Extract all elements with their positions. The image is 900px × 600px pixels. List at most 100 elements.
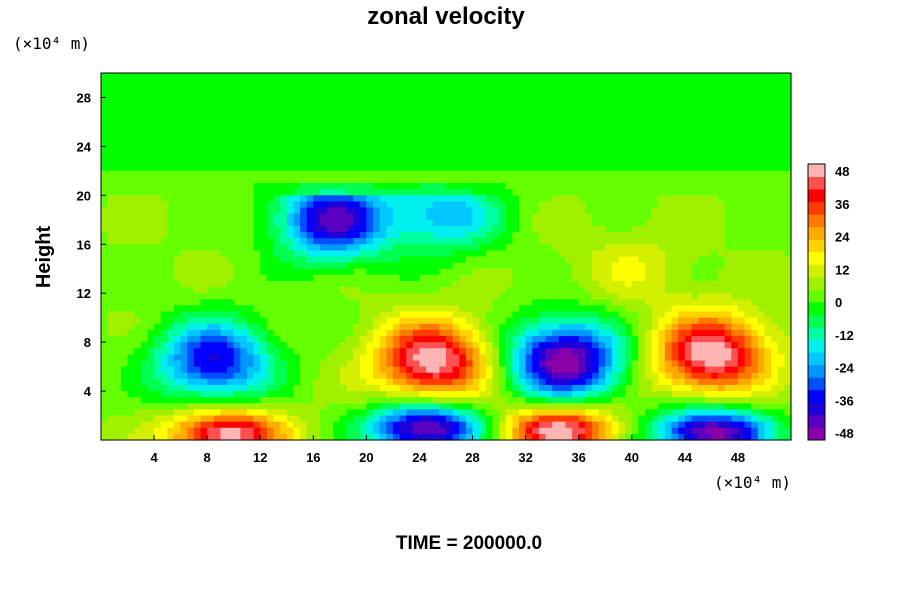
contour-cell <box>664 287 673 294</box>
contour-cell <box>472 342 480 349</box>
contour-cell <box>704 311 712 319</box>
contour-cell <box>246 183 255 190</box>
contour-cell <box>127 299 135 307</box>
contour-cell <box>266 121 275 129</box>
contour-cell <box>446 305 454 313</box>
contour-cell <box>678 176 686 184</box>
contour-cell <box>160 109 168 117</box>
contour-cell <box>313 121 321 129</box>
contour-cell <box>386 293 394 300</box>
contour-cell <box>518 152 527 160</box>
contour-cell <box>286 152 294 160</box>
contour-cell <box>545 97 553 105</box>
contour-cell <box>240 85 248 92</box>
contour-cell <box>233 207 241 215</box>
contour-cell <box>565 91 573 99</box>
contour-cell <box>220 207 228 215</box>
contour-cell <box>512 293 520 300</box>
contour-cell <box>618 342 626 349</box>
contour-cell <box>140 219 149 227</box>
contour-cell <box>293 213 301 221</box>
contour-cell <box>704 299 712 307</box>
contour-cell <box>552 336 560 343</box>
contour-cell <box>492 158 500 166</box>
contour-cell <box>293 146 301 154</box>
contour-cell <box>664 146 673 154</box>
contour-cell <box>273 183 281 190</box>
contour-cell <box>220 244 228 251</box>
contour-cell <box>233 305 241 313</box>
contour-cell <box>518 91 527 99</box>
contour-cell <box>392 170 401 178</box>
contour-cell <box>154 262 162 270</box>
contour-cell <box>598 244 606 251</box>
contour-cell <box>419 293 427 300</box>
contour-cell <box>366 329 374 337</box>
contour-cell <box>266 280 275 288</box>
contour-cell <box>532 274 540 282</box>
contour-cell <box>134 109 142 117</box>
contour-cell <box>645 250 653 258</box>
contour-cell <box>406 176 414 184</box>
contour-cell <box>233 201 241 209</box>
contour-cell <box>691 225 699 233</box>
contour-cell <box>439 91 447 99</box>
contour-cell <box>200 299 208 307</box>
contour-cell <box>339 274 348 282</box>
contour-cell <box>386 146 394 154</box>
contour-cell <box>187 176 195 184</box>
contour-cell <box>286 342 294 349</box>
contour-cell <box>532 73 540 80</box>
contour-cell <box>605 207 613 215</box>
contour-cell <box>114 244 122 251</box>
contour-cell <box>585 91 593 99</box>
contour-cell <box>406 140 414 147</box>
contour-cell <box>339 134 348 141</box>
contour-cell <box>240 268 248 276</box>
contour-cell <box>598 329 606 337</box>
contour-cell <box>134 219 142 227</box>
contour-cell <box>757 329 766 337</box>
contour-cell <box>737 164 746 172</box>
contour-cell <box>465 274 474 282</box>
contour-cell <box>399 158 407 166</box>
contour-cell <box>293 128 301 135</box>
contour-cell <box>160 219 168 227</box>
contour-cell <box>233 73 241 80</box>
contour-cell <box>757 152 766 160</box>
contour-cell <box>120 213 129 221</box>
contour-cell <box>505 317 513 325</box>
contour-cell <box>306 128 314 135</box>
contour-cell <box>286 299 294 307</box>
contour-cell <box>353 232 361 239</box>
contour-cell <box>558 329 567 337</box>
contour-cell <box>598 323 606 331</box>
contour-cell <box>552 79 560 86</box>
contour-cell <box>538 91 547 99</box>
contour-cell <box>558 268 567 276</box>
contour-cell <box>664 323 673 331</box>
contour-cell <box>147 158 155 166</box>
contour-cell <box>293 250 301 258</box>
contour-cell <box>718 140 726 147</box>
contour-cell <box>319 244 328 251</box>
contour-cell <box>684 317 693 325</box>
contour-cell <box>147 225 155 233</box>
contour-cell <box>598 128 606 135</box>
contour-cell <box>154 213 162 221</box>
contour-cell <box>359 213 367 221</box>
contour-cell <box>134 268 142 276</box>
contour-cell <box>213 109 222 117</box>
contour-cell <box>751 262 759 270</box>
contour-cell <box>339 256 348 264</box>
contour-cell <box>286 219 294 227</box>
contour-cell <box>399 311 407 319</box>
contour-cell <box>711 103 719 111</box>
contour-cell <box>492 219 500 227</box>
contour-cell <box>246 323 255 331</box>
contour-cell <box>207 268 215 276</box>
contour-cell <box>160 360 168 368</box>
contour-cell <box>220 317 228 325</box>
contour-cell <box>227 195 235 203</box>
contour-cell <box>757 176 766 184</box>
